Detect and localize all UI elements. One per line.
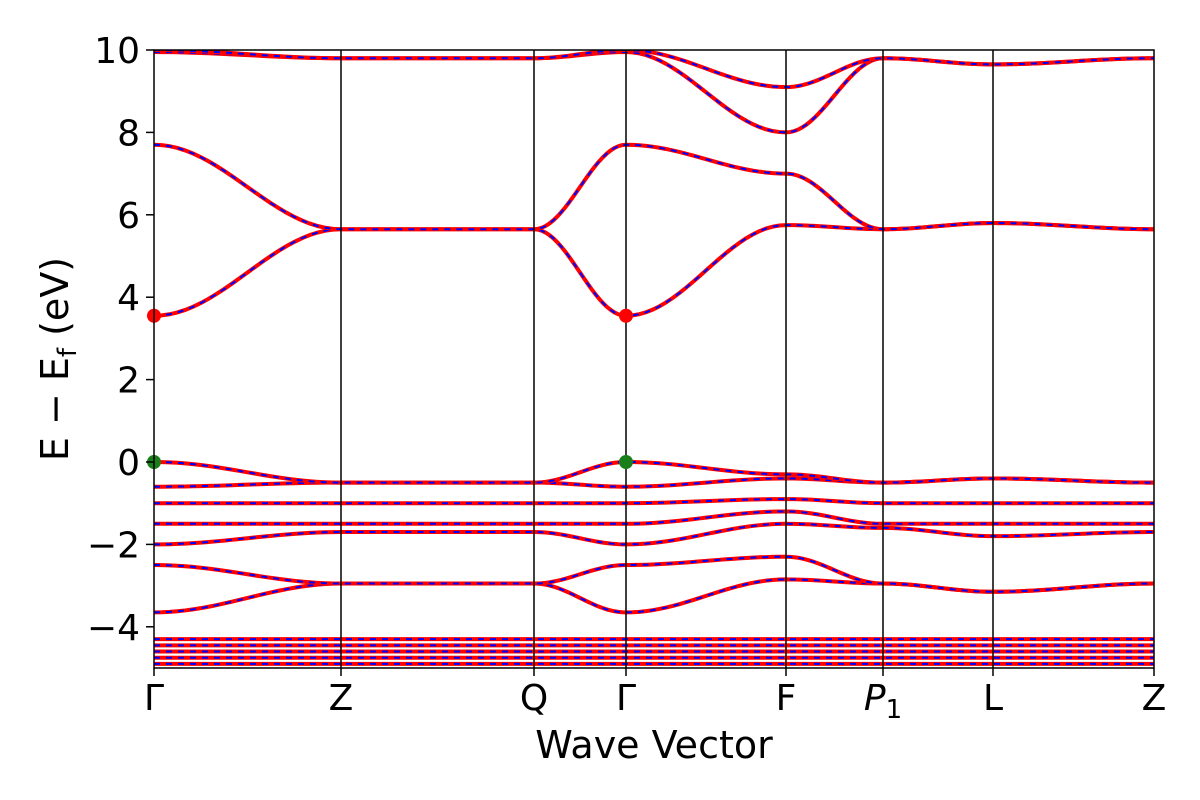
band-10-overlay bbox=[154, 50, 1154, 89]
y-axis-title-unit: (eV) bbox=[33, 257, 77, 348]
x-tick-label-2: Q bbox=[520, 678, 548, 719]
y-axis-title: E − Ef (eV) bbox=[33, 257, 83, 461]
band-10 bbox=[154, 50, 1154, 90]
cbm-marker-1 bbox=[619, 308, 633, 323]
y-tick-label-1: −2 bbox=[87, 525, 140, 566]
x-axis-title: Wave Vector bbox=[535, 723, 773, 767]
y-axis: −4 −2 0 2 4 6 8 10 bbox=[87, 31, 154, 649]
y-axis-title-main: E − E bbox=[33, 357, 77, 461]
y-tick-label-5: 6 bbox=[117, 196, 140, 237]
x-tick-label-4: F bbox=[776, 678, 797, 719]
band-7-overlay bbox=[154, 222, 1154, 317]
x-tick-label-6: L bbox=[983, 678, 1003, 719]
extrema-markers bbox=[147, 308, 633, 469]
vbm-marker-3 bbox=[619, 455, 633, 469]
x-tick-label-7: Z bbox=[1142, 678, 1167, 719]
x-tick-label-3: Γ bbox=[616, 678, 636, 719]
band-8 bbox=[154, 142, 1154, 232]
band-3-overlay bbox=[154, 510, 1154, 525]
x-axis: Γ Z Q Γ F P1 L Z bbox=[144, 668, 1166, 725]
band-lines bbox=[154, 50, 1154, 666]
band-8-overlay bbox=[154, 143, 1154, 231]
band-2 bbox=[154, 521, 1154, 547]
y-tick-label-2: 0 bbox=[117, 443, 140, 484]
y-tick-label-3: 2 bbox=[117, 361, 140, 402]
x-tick-label-1: Z bbox=[329, 678, 354, 719]
band-1-overlay bbox=[154, 555, 1154, 593]
y-tick-label-4: 4 bbox=[117, 278, 140, 319]
band-0 bbox=[154, 577, 1154, 615]
band-3 bbox=[154, 509, 1154, 526]
band-6-overlay bbox=[154, 460, 1154, 484]
x-tick-label-5: P1 bbox=[864, 678, 902, 725]
band-4-overlay bbox=[154, 498, 1154, 505]
y-tick-label-7: 10 bbox=[94, 31, 140, 72]
y-tick-label-6: 8 bbox=[117, 113, 140, 154]
y-tick-label-0: −4 bbox=[87, 608, 140, 649]
band-2-overlay bbox=[154, 522, 1154, 546]
x-tick-label-0: Γ bbox=[144, 678, 164, 719]
kpoint-lines bbox=[340, 50, 994, 668]
plot-frame bbox=[153, 49, 1155, 669]
y-axis-title-subscript: f bbox=[53, 347, 83, 357]
